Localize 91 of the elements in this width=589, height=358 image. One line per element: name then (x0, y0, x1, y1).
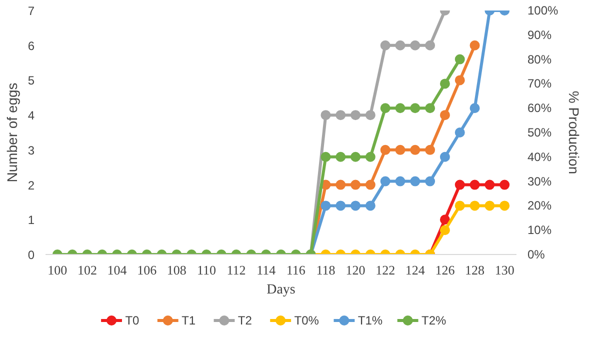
x-tick-label: 124 (405, 262, 426, 278)
y-tick-label: 1 (28, 213, 35, 228)
y-tick-label: 5 (28, 74, 35, 88)
y2-axis-title: % Production (566, 90, 582, 174)
x-tick-label: 112 (226, 262, 246, 278)
point (350, 152, 361, 162)
point (410, 40, 420, 50)
point (440, 78, 450, 89)
y-tick-label: 3 (28, 143, 35, 158)
y-tick-label: 2 (28, 178, 35, 192)
legend-label: T0% (294, 314, 320, 328)
point (500, 200, 510, 211)
y2-tick-label: 40% (528, 150, 552, 164)
point (470, 200, 480, 211)
y2-tick-label: 30% (528, 174, 552, 188)
y2-tick-label: 70% (528, 76, 552, 91)
x-tick-label: 116 (286, 262, 306, 278)
point (470, 40, 480, 50)
y2-tick-label: 80% (528, 52, 552, 66)
point (380, 103, 390, 114)
point (425, 40, 436, 50)
point (440, 152, 450, 162)
x-tick-label: 100 (48, 262, 68, 278)
point (365, 110, 376, 120)
point (470, 180, 480, 190)
point (425, 176, 436, 186)
x-tick-label: 128 (465, 262, 485, 278)
point (454, 180, 465, 190)
point (336, 110, 346, 120)
point (380, 144, 390, 155)
x-tick-label: 114 (256, 262, 276, 278)
y2-tick-label: 10% (528, 223, 552, 238)
point (395, 103, 406, 114)
point (500, 180, 510, 190)
point (365, 180, 376, 190)
point (336, 180, 346, 190)
x-tick-label: 130 (494, 262, 514, 278)
point (410, 103, 420, 114)
point (425, 144, 436, 155)
point (320, 110, 331, 120)
y2-tick-label: 20% (528, 198, 552, 213)
x-tick-label: 108 (166, 262, 186, 278)
y2-tick-label: 0% (528, 248, 546, 262)
point (454, 128, 465, 138)
point (440, 214, 450, 225)
y2-tick-label: 100% (528, 4, 559, 18)
point (425, 103, 436, 114)
y2-tick-label: 50% (528, 126, 552, 140)
x-tick-label: 110 (196, 262, 216, 278)
y-tick-label: 6 (28, 38, 35, 53)
y2-tick-label: 60% (528, 101, 552, 116)
y-tick-label: 0 (28, 248, 35, 262)
y-axis-title: Number of eggs (4, 82, 20, 182)
point (365, 152, 376, 162)
point (336, 152, 346, 162)
point (484, 180, 495, 190)
legend-label: T1 (182, 314, 196, 328)
point (336, 200, 346, 211)
point (440, 110, 450, 120)
y2-tick-label: 90% (528, 28, 552, 42)
point (380, 176, 390, 186)
legend-label: T0 (125, 314, 140, 328)
y-tick-label: 4 (28, 108, 35, 123)
legend-label: T2 (238, 314, 252, 328)
y-tick-label: 7 (28, 4, 35, 18)
x-tick-label: 120 (346, 262, 366, 278)
x-axis-title: Days (266, 282, 296, 298)
point (395, 176, 406, 186)
point (350, 180, 361, 190)
point (454, 200, 465, 211)
point (410, 144, 420, 155)
point (454, 75, 465, 86)
point (320, 200, 331, 211)
point (484, 200, 495, 211)
legend-label: T1% (358, 314, 383, 328)
point (395, 40, 406, 50)
point (350, 110, 361, 120)
point (395, 144, 406, 155)
x-tick-label: 118 (316, 262, 336, 278)
point (350, 200, 361, 211)
x-tick-label: 122 (376, 262, 396, 278)
x-tick-label: 104 (107, 262, 128, 278)
point (365, 200, 376, 211)
x-tick-label: 106 (137, 262, 158, 278)
x-tick-label: 126 (435, 262, 456, 278)
point (410, 176, 420, 186)
point (470, 103, 480, 114)
legend-label: T2% (421, 314, 446, 328)
point (380, 40, 390, 50)
x-tick-label: 102 (77, 262, 97, 278)
point (320, 152, 331, 162)
